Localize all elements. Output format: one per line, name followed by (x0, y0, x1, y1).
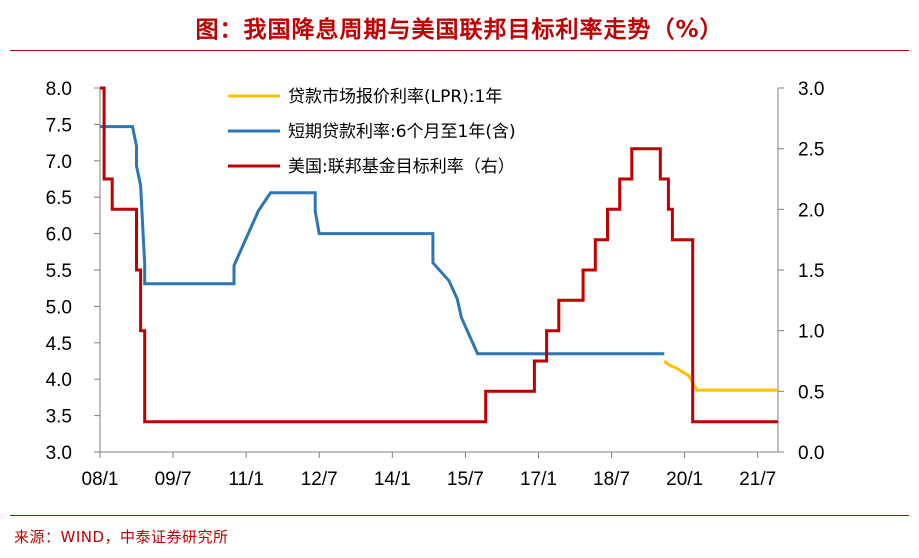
y-left-tick-label: 6.0 (46, 225, 72, 246)
x-tick-label: 11/1 (228, 469, 264, 490)
series-line-2 (100, 86, 778, 424)
x-tick-label: 15/7 (447, 469, 484, 490)
legend-label-1: 短期贷款利率:6个月至1年(含) (288, 122, 516, 142)
y-left-tick-label: 7.5 (46, 115, 72, 136)
x-tick-label: 17/1 (520, 469, 557, 490)
x-tick-label: 14/1 (374, 469, 411, 490)
y-left-tick-label: 5.0 (46, 297, 72, 318)
plot-lines (100, 86, 778, 424)
legend-label-2: 美国:联邦基金目标利率（右） (288, 157, 515, 177)
chart-title: 图：我国降息周期与美国联邦目标利率走势（%） (195, 17, 724, 43)
x-tick-label: 20/1 (666, 469, 703, 490)
title-rule (10, 50, 909, 51)
y-left-tick-label: 5.5 (46, 261, 72, 282)
y-left-tick-label: 8.0 (46, 79, 72, 100)
y-right-tick-label: 1.0 (798, 322, 824, 343)
x-tick-label: 08/1 (82, 469, 119, 490)
y-left-tick-label: 4.0 (46, 370, 72, 391)
y-left-tick-label: 4.5 (46, 334, 72, 355)
y-left-tick-label: 7.0 (46, 152, 72, 173)
y-right-tick-label: 2.5 (798, 140, 824, 161)
x-tick-label: 21/7 (739, 469, 776, 490)
series-line-0 (663, 359, 778, 392)
chart-area: 3.0 3.5 4.0 4.5 5.0 5.5 6.0 6.5 7.0 7.5 8.0 0.0 0.5 1… (46, 79, 825, 490)
source-note: 来源：WIND，中泰证券研究所 (14, 528, 229, 546)
y-right-tick-label: 2.0 (798, 200, 824, 221)
x-tick-label: 18/7 (593, 469, 630, 490)
y-left-tick-label: 3.5 (46, 407, 72, 428)
y-right-tick-label: 0.0 (798, 443, 824, 464)
x-tick-label: 12/7 (301, 469, 338, 490)
source-rule (10, 515, 909, 516)
y-right-tick-label: 0.5 (798, 382, 824, 403)
y-right-tick-label: 3.0 (798, 79, 824, 100)
y-left-tick-label: 6.5 (46, 188, 72, 209)
x-tick-label: 09/7 (155, 469, 192, 490)
y-left-tick-label: 3.0 (46, 443, 72, 464)
series-line-1 (100, 125, 665, 356)
legend-label-0: 贷款市场报价利率(LPR):1年 (288, 87, 502, 107)
y-right-tick-label: 1.5 (798, 261, 824, 282)
